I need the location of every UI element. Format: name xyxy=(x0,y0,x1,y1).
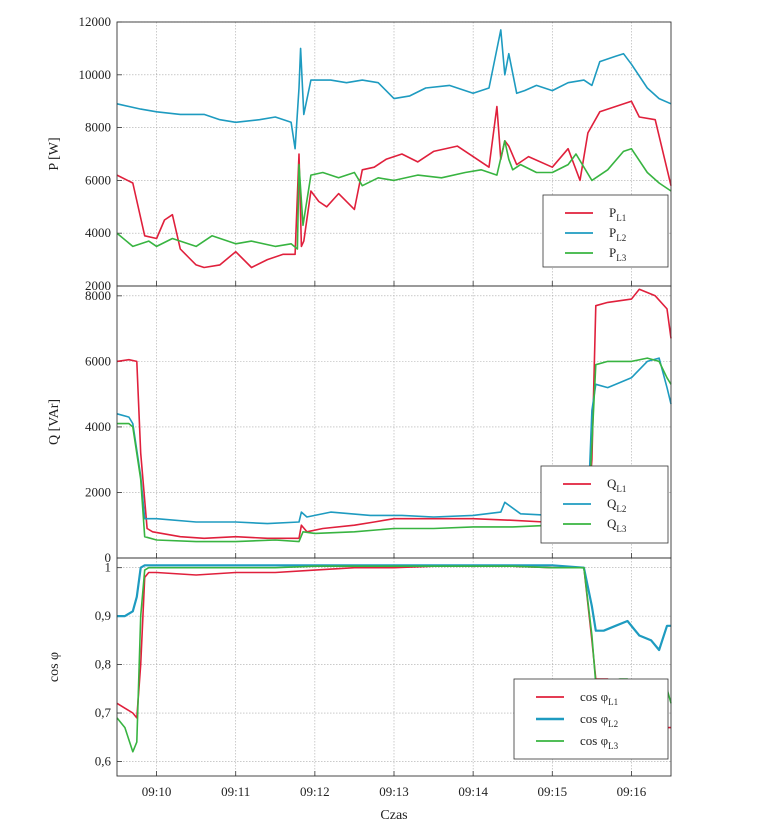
series-line-Q-L1 xyxy=(116,288,672,540)
y-tick-label: 2000 xyxy=(85,278,111,293)
y-tick-label: 0 xyxy=(105,550,112,565)
y-tick-label: 4000 xyxy=(85,225,111,240)
x-tick-label: 09:12 xyxy=(300,784,330,799)
legend-entry: cos φL3 xyxy=(580,733,619,751)
series-line-P-L1 xyxy=(116,100,672,269)
x-tick-label: 09:16 xyxy=(617,784,647,799)
legend: PL1 PL2 PL3 xyxy=(542,194,669,268)
series-line-Q-L3 xyxy=(117,357,672,543)
y-tick-label: 0,9 xyxy=(95,608,111,623)
y-tick-label: 6000 xyxy=(85,172,111,187)
x-tick-label: 09:11 xyxy=(221,784,250,799)
y-tick-label: 0,7 xyxy=(95,705,112,720)
y-tick-label: 2000 xyxy=(85,484,111,499)
legend-entry: PL2 xyxy=(609,225,626,243)
series-line-P-L2 xyxy=(116,29,672,150)
y-tick-label: 1 xyxy=(105,560,112,575)
y-tick-label: 8000 xyxy=(85,288,111,303)
y-tick-label: 0,8 xyxy=(95,657,111,672)
series-line-cos-φ-L2 xyxy=(117,564,671,652)
y-tick-label: 4000 xyxy=(85,419,111,434)
legend: cos φL1 cos φL2 cos φL3 xyxy=(513,678,669,760)
y-tick-label: 12000 xyxy=(79,14,112,29)
y-axis-label: P [W] xyxy=(47,137,62,170)
legend: QL1 QL2 QL3 xyxy=(540,465,669,544)
series-line-P-L3 xyxy=(116,140,672,250)
legend-entry: QL3 xyxy=(607,516,627,534)
panel-1: 2000 4000 6000 8000 10000 12000 P [W] PL1 PL2 PL3 xyxy=(47,14,672,293)
y-tick-label: 0,6 xyxy=(95,753,112,768)
legend-box xyxy=(540,465,669,544)
legend-box xyxy=(542,194,669,268)
y-tick-label: 10000 xyxy=(79,67,112,82)
plot-frame xyxy=(116,557,672,777)
x-tick-label: 09:15 xyxy=(537,784,567,799)
legend-entry: cos φL2 xyxy=(580,711,618,729)
y-tick-label: 8000 xyxy=(85,120,111,135)
x-tick-label: 09:13 xyxy=(379,784,409,799)
y-tick-label: 6000 xyxy=(85,353,111,368)
series-line-Q-L2 xyxy=(116,357,672,525)
legend-entry: PL3 xyxy=(609,245,627,263)
legend-entry: QL2 xyxy=(607,496,626,514)
legend-entry: cos φL1 xyxy=(580,689,618,707)
y-axis-label: cos φ xyxy=(47,652,62,682)
panel-3: 0,6 0,7 0,8 0,9 1 cos φ cos φL1 cos φL2 cos φL3 xyxy=(47,557,672,777)
legend-entry: QL1 xyxy=(607,476,626,494)
panel-2: 0 2000 4000 6000 8000 Q [VAr] QL1 QL2 QL3 xyxy=(47,285,672,565)
y-axis-label: Q [VAr] xyxy=(47,399,62,445)
x-axis-label: Czas xyxy=(380,808,407,823)
x-tick-label: 09:14 xyxy=(458,784,488,799)
x-tick-label: 09:10 xyxy=(142,784,172,799)
legend-entry: PL1 xyxy=(609,205,626,223)
